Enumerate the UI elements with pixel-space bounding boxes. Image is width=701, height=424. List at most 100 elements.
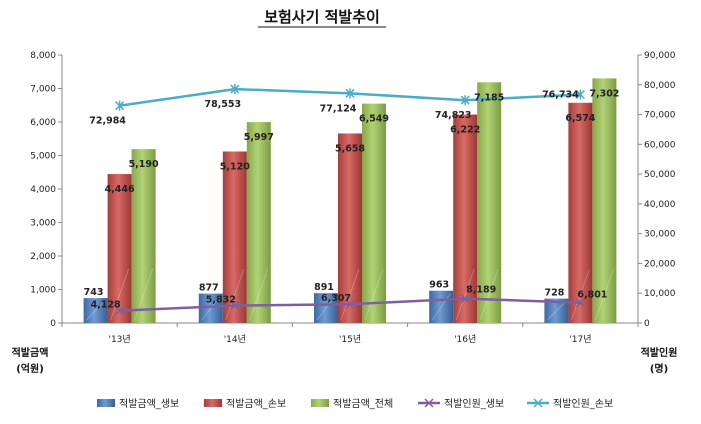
bar-total <box>246 122 271 324</box>
legend-item: 적발인원_손보 <box>527 398 613 410</box>
line-point-marker <box>460 294 470 304</box>
bar-data-label: 5,190 <box>129 159 159 170</box>
legend-label: 적발금액_손보 <box>226 398 286 410</box>
bar-nonlife <box>222 151 247 323</box>
right-axis-title-line1: 적발인원 <box>641 346 678 359</box>
bar-data-label: 963 <box>429 280 449 291</box>
right-axis-title-line2: (명) <box>650 362 668 375</box>
bar-highlight <box>547 301 566 321</box>
line-point-marker <box>575 89 585 100</box>
bar-highlight <box>479 268 499 321</box>
left-axis-title-line1: 적발금액 <box>12 346 49 359</box>
bar-data-label: 6,222 <box>450 125 480 136</box>
bar-data-label: 7,185 <box>474 92 504 103</box>
bar-data-label: 7,302 <box>589 88 619 99</box>
legend-swatch <box>97 399 115 407</box>
line-point-marker <box>345 299 355 309</box>
bar-highlight <box>431 293 451 321</box>
bar-highlight <box>570 268 590 321</box>
left-tick-label: 7,000 <box>30 85 56 95</box>
bar-data-label: 5,997 <box>244 132 274 143</box>
bar-life <box>314 293 338 323</box>
line-data-label: 6,801 <box>577 290 607 301</box>
bar-data-label: 4,446 <box>105 184 135 195</box>
x-tick-label: '17년 <box>569 334 591 345</box>
left-axis-title-line2: (억원) <box>16 362 44 375</box>
right-tick-label: 40,000 <box>644 200 676 210</box>
bar-total <box>592 78 617 324</box>
left-tick-label: 3,000 <box>30 219 56 229</box>
bar-highlight <box>225 268 245 321</box>
bar-highlight <box>86 300 105 321</box>
x-tick-label: '15년 <box>339 334 361 345</box>
right-tick-label: 0 <box>644 319 650 329</box>
bar-data-label: 891 <box>314 282 334 293</box>
bar-data-label: 6,549 <box>359 114 389 125</box>
right-tick-label: 80,000 <box>644 81 676 91</box>
bar-highlight <box>110 268 130 321</box>
bar-data-label: 6,574 <box>565 113 595 124</box>
left-tick-label: 6,000 <box>30 118 56 128</box>
legend-item: 적발금액_생보 <box>97 398 179 410</box>
bar-total <box>362 103 386 324</box>
legend-label: 적발인원_손보 <box>553 398 613 410</box>
left-tick-label: 4,000 <box>30 185 56 195</box>
bar-highlight <box>594 268 614 321</box>
bar-nonlife <box>453 114 478 323</box>
left-tick-label: 0 <box>50 319 56 329</box>
bar-highlight <box>455 268 475 321</box>
x-tick-label: '14년 <box>224 334 246 345</box>
legend-label: 적발금액_전체 <box>333 398 393 410</box>
legend-swatch <box>311 399 329 407</box>
line-data-label: 76,734 <box>542 90 579 101</box>
line-data-label: 72,984 <box>89 116 126 127</box>
bar-highlight <box>364 268 384 321</box>
legend-label: 적발인원_생보 <box>444 398 504 410</box>
bar-highlight <box>340 268 360 321</box>
bar-highlight <box>249 268 269 321</box>
line-point-marker <box>345 88 355 99</box>
line-data-label: 8,189 <box>466 285 496 296</box>
line-data-label: 77,124 <box>320 103 357 114</box>
bar-highlight <box>134 268 154 321</box>
bar-total <box>477 82 502 324</box>
left-tick-label: 1,000 <box>30 286 56 296</box>
right-tick-label: 60,000 <box>644 140 676 150</box>
bar-life <box>429 290 454 323</box>
bar-data-label: 5,658 <box>335 143 365 154</box>
right-tick-label: 90,000 <box>644 51 676 61</box>
bar-life <box>83 298 108 323</box>
left-tick-label: 2,000 <box>30 252 56 262</box>
bar-highlight <box>316 295 336 321</box>
line-point-marker <box>115 306 125 316</box>
line-data-label: 78,553 <box>204 99 241 110</box>
right-tick-label: 30,000 <box>644 230 676 240</box>
bar-nonlife <box>107 174 132 323</box>
line-point-marker <box>575 298 585 308</box>
bar-nonlife <box>338 133 362 323</box>
line-data-label: 6,307 <box>321 293 351 304</box>
right-tick-label: 20,000 <box>644 259 676 269</box>
legend-item: 적발금액_전체 <box>311 398 393 410</box>
legend-item: 적발인원_생보 <box>418 398 504 410</box>
right-tick-label: 50,000 <box>644 170 676 180</box>
bar-data-label: 743 <box>84 287 104 298</box>
chart-title: 보험사기 적발추이 <box>264 8 380 26</box>
left-tick-label: 8,000 <box>30 51 56 61</box>
x-tick-label: '13년 <box>108 334 130 345</box>
bar-data-label: 5,120 <box>220 161 250 172</box>
line-data-label: 4,128 <box>91 300 121 311</box>
left-tick-label: 5,000 <box>30 152 56 162</box>
bar-life <box>198 293 223 323</box>
x-tick-label: '16년 <box>454 334 476 345</box>
line-data-label: 74,823 <box>435 110 472 121</box>
bar-data-label: 728 <box>544 288 564 299</box>
bar-data-label: 877 <box>199 283 219 294</box>
bar-highlight <box>201 296 221 321</box>
line-point-marker <box>115 100 125 111</box>
line-data-label: 5,832 <box>206 295 236 306</box>
right-tick-label: 70,000 <box>644 111 676 121</box>
legend-swatch <box>204 399 222 407</box>
legend-label: 적발금액_생보 <box>119 398 179 410</box>
